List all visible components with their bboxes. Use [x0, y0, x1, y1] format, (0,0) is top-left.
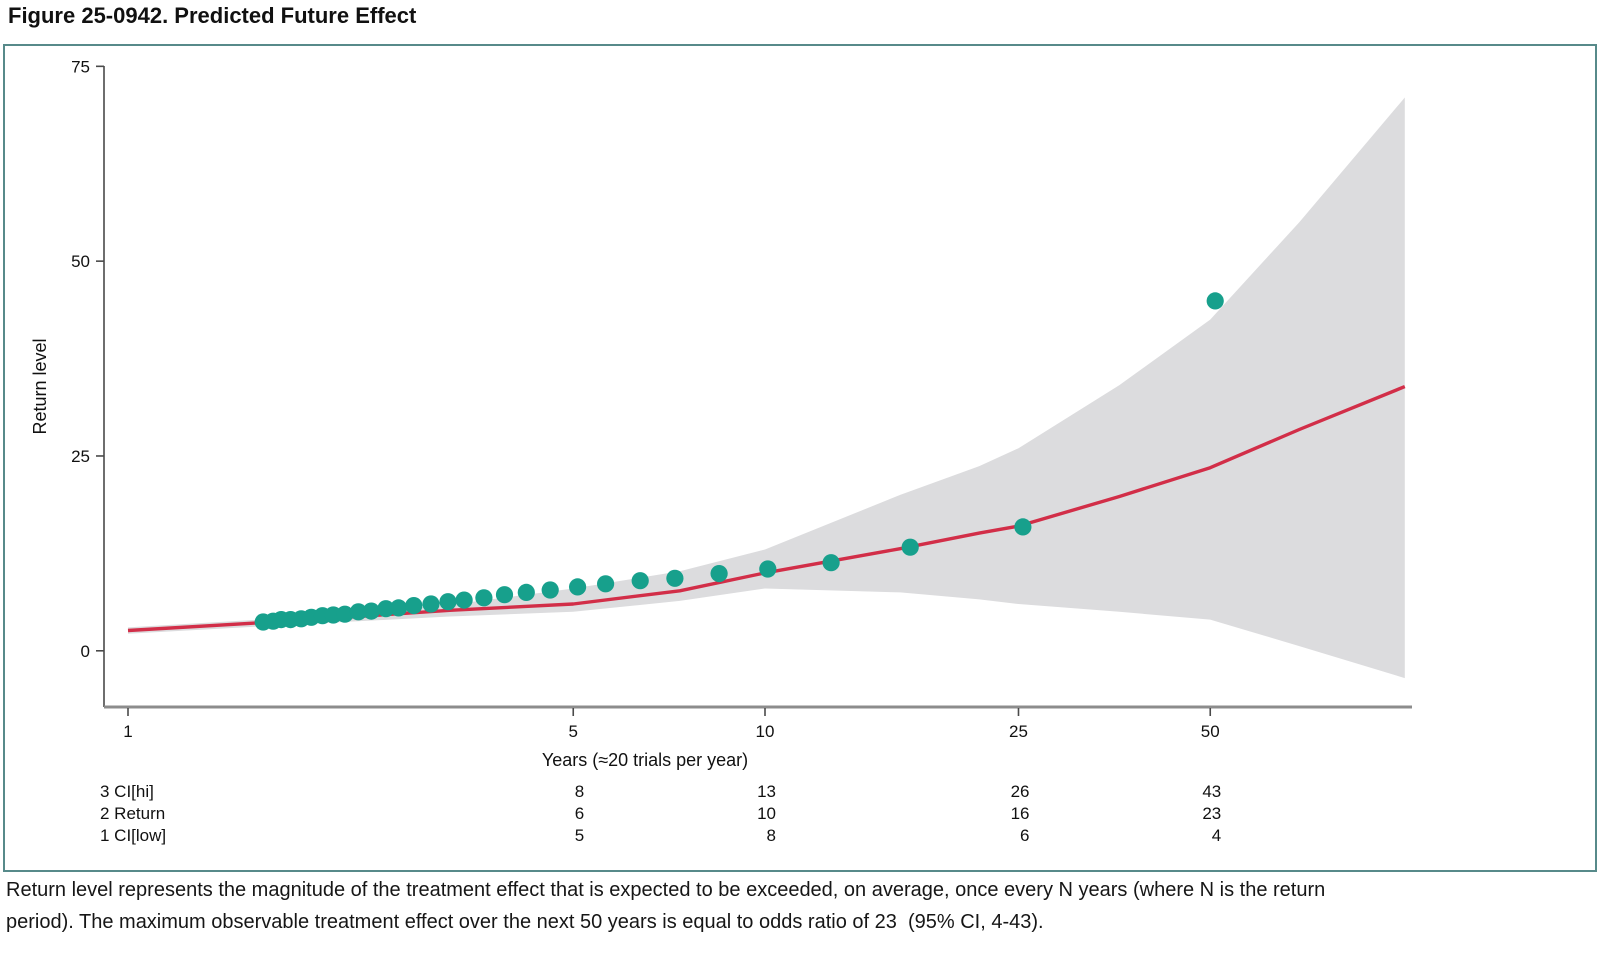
figure-title: Figure 25-0942. Predicted Future Effect — [8, 3, 417, 28]
caption-line-2: period). The maximum observable treatmen… — [6, 911, 1044, 933]
chart-panel — [3, 44, 1597, 872]
caption-line-1: Return level represents the magnitude of… — [6, 879, 1326, 901]
figure-caption: Return level represents the magnitude of… — [6, 874, 1594, 938]
